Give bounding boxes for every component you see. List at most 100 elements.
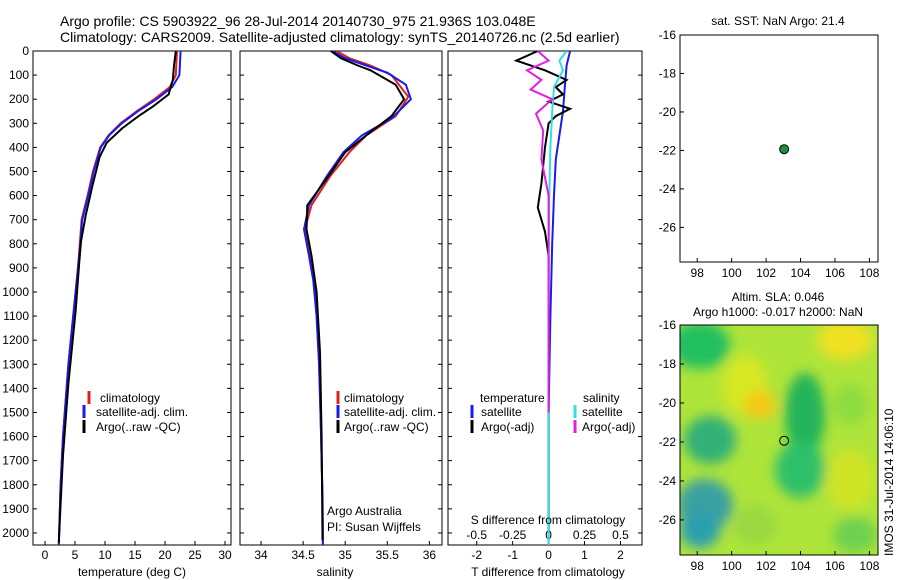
temperature-x-tick-label: 25 bbox=[188, 548, 202, 562]
sla-cell bbox=[775, 442, 825, 498]
map-y-tick-label: -18 bbox=[659, 66, 677, 80]
map-x-tick-label: 102 bbox=[756, 266, 776, 280]
s-difference-tick-label: -0.25 bbox=[499, 528, 527, 542]
figure-title-line-1: Argo profile: CS 5903922_96 28-Jul-2014 … bbox=[60, 13, 536, 29]
legend-label-argo: Argo(..raw -QC) bbox=[344, 420, 429, 434]
sla-map-panel: Altim. SLA: 0.046 Argo h1000: -0.017 h20… bbox=[659, 290, 880, 573]
map-x-tick-label: 100 bbox=[722, 559, 742, 573]
map-x-tick-label: 106 bbox=[825, 266, 845, 280]
depth-tick-label: 1100 bbox=[3, 309, 29, 323]
legend-label-satellite-adj: satellite-adj. clim. bbox=[344, 405, 436, 419]
salinity-x-tick-label: 35.5 bbox=[376, 548, 400, 562]
series-line-argo-raw-qc- bbox=[57, 51, 177, 543]
t-difference-x-tick-label: -2 bbox=[471, 548, 482, 562]
depth-tick-label: 300 bbox=[9, 116, 29, 130]
depth-tick-label: 200 bbox=[9, 92, 29, 106]
legend-header-salinity: salinity bbox=[583, 391, 620, 405]
difference-panel: -2 -1 0 1 2 -0.5 -0.25 0 0.25 0.5 S difference f… bbox=[447, 50, 643, 579]
depth-tick-label: 1800 bbox=[2, 478, 29, 492]
depth-tick-label: 1600 bbox=[2, 430, 29, 444]
depth-tick-label: 0 bbox=[22, 44, 29, 58]
series-line-satellite-adj-clim- bbox=[57, 51, 182, 545]
map-y-tick-label: -16 bbox=[659, 28, 677, 42]
depth-tick-label: 1900 bbox=[2, 502, 29, 516]
salinity-plot-frame bbox=[239, 50, 443, 546]
temperature-panel: 0 5 10 15 20 25 30 0 100 200 300 400 500 600 700 800 90… bbox=[2, 44, 232, 579]
map-y-tick-label: -20 bbox=[659, 396, 677, 410]
imos-timestamp: IMOS 31-Jul-2014 14:06:10 bbox=[882, 408, 896, 556]
salinity-x-tick-label: 34.5 bbox=[291, 548, 315, 562]
temperature-x-tick-label: 15 bbox=[128, 548, 142, 562]
depth-tick-label: 800 bbox=[9, 237, 29, 251]
sst-plot-frame bbox=[679, 34, 879, 263]
legend-label-climatology: climatology bbox=[344, 391, 404, 405]
map-y-tick-label: -26 bbox=[659, 513, 677, 527]
salinity-legend: climatology satellite-adj. clim. Argo(..… bbox=[336, 391, 436, 434]
map-x-tick-label: 108 bbox=[859, 559, 879, 573]
temperature-x-tick-label: 0 bbox=[42, 548, 49, 562]
legend-label-sal-satellite: satellite bbox=[582, 405, 623, 419]
map-x-tick-label: 98 bbox=[691, 559, 705, 573]
depth-tick-label: 1200 bbox=[2, 333, 29, 347]
legend-label-argo: Argo(..raw -QC) bbox=[96, 420, 181, 434]
legend-label-sal-argo: Argo(-adj) bbox=[582, 420, 635, 434]
map-y-tick-label: -22 bbox=[659, 143, 677, 157]
t-difference-x-tick-label: 2 bbox=[617, 548, 624, 562]
sla-title-line-2: Argo h1000: -0.017 h2000: NaN bbox=[693, 305, 863, 319]
institution-annotation: Argo Australia bbox=[327, 504, 402, 518]
legend-label-temp-argo: Argo(-adj) bbox=[481, 420, 534, 434]
depth-tick-label: 900 bbox=[9, 261, 29, 275]
series-line-salinity-argo-adj- bbox=[524, 51, 555, 413]
difference-legend: temperature salinity satellite Argo(-adj… bbox=[470, 391, 635, 434]
sla-title-line-1: Altim. SLA: 0.046 bbox=[732, 290, 825, 304]
series-line-satellite-adj-clim- bbox=[302, 51, 413, 545]
map-x-tick-label: 104 bbox=[791, 266, 811, 280]
temperature-x-tick-label: 10 bbox=[98, 548, 112, 562]
depth-tick-label: 2000 bbox=[2, 526, 29, 540]
temperature-x-tick-label: 5 bbox=[72, 548, 79, 562]
temperature-x-axis-label: temperature (deg C) bbox=[78, 565, 186, 579]
depth-tick-label: 1000 bbox=[2, 285, 29, 299]
sla-cell bbox=[833, 517, 877, 553]
map-y-tick-label: -24 bbox=[659, 182, 677, 196]
s-difference-label: S difference from climatology bbox=[471, 513, 626, 527]
legend-label-temp-satellite: satellite bbox=[481, 405, 522, 419]
map-y-tick-label: -18 bbox=[659, 357, 677, 371]
depth-tick-label: 400 bbox=[9, 140, 29, 154]
argo-position-marker bbox=[779, 435, 790, 446]
depth-tick-label: 1700 bbox=[2, 454, 29, 468]
salinity-x-tick-label: 34 bbox=[254, 548, 268, 562]
sst-title: sat. SST: NaN Argo: 21.4 bbox=[711, 14, 845, 28]
t-difference-label: T difference from climatology bbox=[471, 565, 625, 579]
map-y-tick-label: -20 bbox=[659, 105, 677, 119]
argo-position-marker bbox=[779, 144, 790, 155]
salinity-panel: 34 34.5 35 35.5 36 salinity climatology sate… bbox=[239, 50, 443, 579]
t-difference-x-tick-label: 1 bbox=[581, 548, 588, 562]
s-difference-tick-label: 0.5 bbox=[612, 528, 629, 542]
map-y-tick-label: -26 bbox=[659, 220, 677, 234]
sst-position-panel: sat. SST: NaN Argo: 21.4 98 100 102 104 106 1… bbox=[659, 14, 880, 280]
depth-tick-label: 500 bbox=[9, 164, 29, 178]
legend-label-climatology: climatology bbox=[100, 391, 160, 405]
pi-annotation: PI: Susan Wijffels bbox=[327, 520, 421, 534]
depth-tick-label: 700 bbox=[9, 213, 29, 227]
sla-plot-frame bbox=[679, 324, 879, 556]
depth-tick-label: 1500 bbox=[2, 405, 29, 419]
legend-header-temperature: temperature bbox=[480, 391, 545, 405]
sla-cell bbox=[733, 505, 777, 545]
salinity-x-axis-label: salinity bbox=[317, 565, 354, 579]
t-difference-x-tick-label: -1 bbox=[507, 548, 518, 562]
sla-heatmap bbox=[680, 325, 878, 555]
map-x-tick-label: 100 bbox=[722, 266, 742, 280]
map-x-tick-label: 108 bbox=[859, 266, 879, 280]
sla-cell bbox=[826, 450, 874, 510]
depth-tick-label: 1400 bbox=[2, 381, 29, 395]
t-difference-x-tick-label: 0 bbox=[545, 548, 552, 562]
depth-tick-label: 100 bbox=[9, 68, 29, 82]
sla-cell bbox=[744, 391, 776, 419]
map-x-tick-label: 98 bbox=[691, 266, 705, 280]
temperature-x-tick-label: 30 bbox=[218, 548, 232, 562]
sla-cell bbox=[680, 512, 720, 548]
legend-label-satellite-adj: satellite-adj. clim. bbox=[96, 405, 188, 419]
